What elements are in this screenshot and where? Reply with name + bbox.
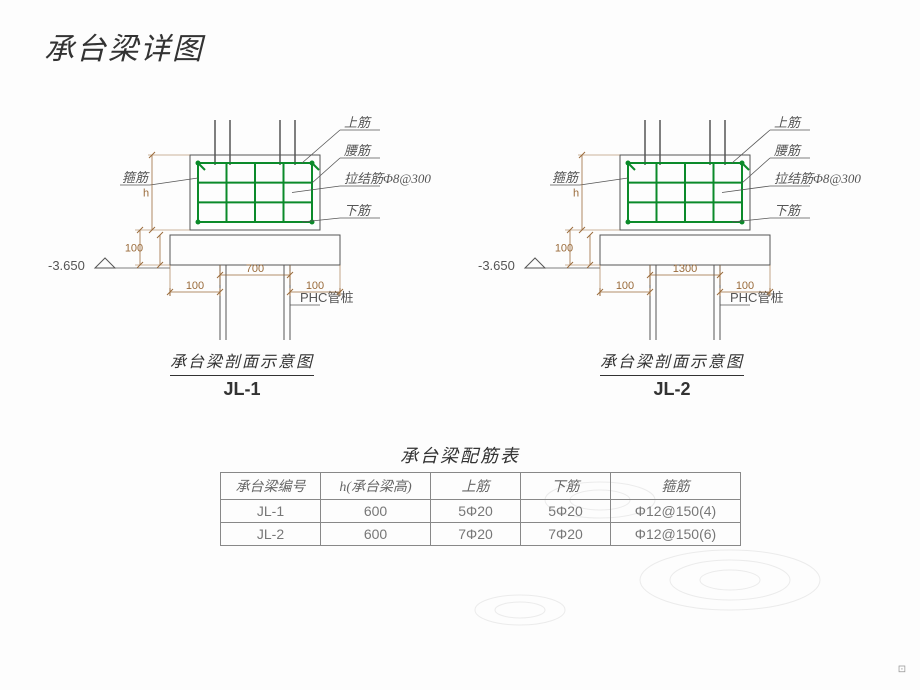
svg-text:箍筋: 箍筋 bbox=[122, 170, 150, 185]
page-title: 承台梁详图 bbox=[44, 24, 204, 68]
svg-text:上筋: 上筋 bbox=[344, 115, 372, 130]
table-cell: 5Φ20 bbox=[521, 500, 611, 523]
svg-text:腰筋: 腰筋 bbox=[344, 143, 372, 158]
table-header: 承台梁编号 bbox=[221, 473, 321, 500]
svg-text:100: 100 bbox=[616, 280, 634, 292]
table-cell: 7Φ20 bbox=[431, 523, 521, 546]
caption-line1: 承台梁剖面示意图 bbox=[600, 348, 744, 376]
rebar-table: 承台梁编号h(承台梁高)上筋下筋箍筋JL-16005Φ205Φ20Φ12@150… bbox=[220, 472, 741, 546]
table-header: h(承台梁高) bbox=[321, 473, 431, 500]
svg-text:700: 700 bbox=[246, 263, 264, 275]
svg-text:h: h bbox=[143, 188, 149, 200]
table-cell: 7Φ20 bbox=[521, 523, 611, 546]
svg-text:下筋: 下筋 bbox=[344, 203, 372, 218]
svg-text:100: 100 bbox=[186, 280, 204, 292]
svg-text:100: 100 bbox=[555, 243, 573, 255]
section-diagram-jl2: 上筋腰筋拉结筋Φ8@300下筋PHC管桩箍筋-3.6501300100100h1… bbox=[470, 100, 890, 360]
table-header: 下筋 bbox=[521, 473, 611, 500]
svg-text:1300: 1300 bbox=[673, 263, 697, 275]
table-cell: Φ12@150(6) bbox=[611, 523, 741, 546]
table-cell: 5Φ20 bbox=[431, 500, 521, 523]
caption-jl1: 承台梁剖面示意图 JL-1 bbox=[170, 348, 314, 400]
table-header: 上筋 bbox=[431, 473, 521, 500]
svg-text:箍筋: 箍筋 bbox=[552, 170, 580, 185]
table-cell: Φ12@150(4) bbox=[611, 500, 741, 523]
table-title: 承台梁配筋表 bbox=[0, 442, 920, 468]
svg-text:100: 100 bbox=[125, 243, 143, 255]
table-row: JL-26007Φ207Φ20Φ12@150(6) bbox=[221, 523, 741, 546]
table-cell: 600 bbox=[321, 523, 431, 546]
table-cell: JL-2 bbox=[221, 523, 321, 546]
svg-text:-3.650: -3.650 bbox=[48, 258, 85, 273]
svg-text:下筋: 下筋 bbox=[774, 203, 802, 218]
table-row: JL-16005Φ205Φ20Φ12@150(4) bbox=[221, 500, 741, 523]
section-diagram-jl1: 上筋腰筋拉结筋Φ8@300下筋PHC管桩箍筋-3.650700100100h10… bbox=[40, 100, 460, 360]
svg-text:100: 100 bbox=[306, 280, 324, 292]
svg-text:h: h bbox=[573, 188, 579, 200]
svg-text:上筋: 上筋 bbox=[774, 115, 802, 130]
svg-text:-3.650: -3.650 bbox=[478, 258, 515, 273]
svg-text:拉结筋Φ8@300: 拉结筋Φ8@300 bbox=[774, 171, 861, 186]
caption-line2: JL-2 bbox=[600, 379, 744, 400]
svg-text:100: 100 bbox=[736, 280, 754, 292]
svg-text:腰筋: 腰筋 bbox=[774, 143, 802, 158]
table-header: 箍筋 bbox=[611, 473, 741, 500]
caption-line1: 承台梁剖面示意图 bbox=[170, 348, 314, 376]
page-indicator-icon: ⊡ bbox=[894, 664, 910, 680]
table-cell: JL-1 bbox=[221, 500, 321, 523]
caption-line2: JL-1 bbox=[170, 379, 314, 400]
caption-jl2: 承台梁剖面示意图 JL-2 bbox=[600, 348, 744, 400]
svg-text:拉结筋Φ8@300: 拉结筋Φ8@300 bbox=[344, 171, 431, 186]
table-cell: 600 bbox=[321, 500, 431, 523]
